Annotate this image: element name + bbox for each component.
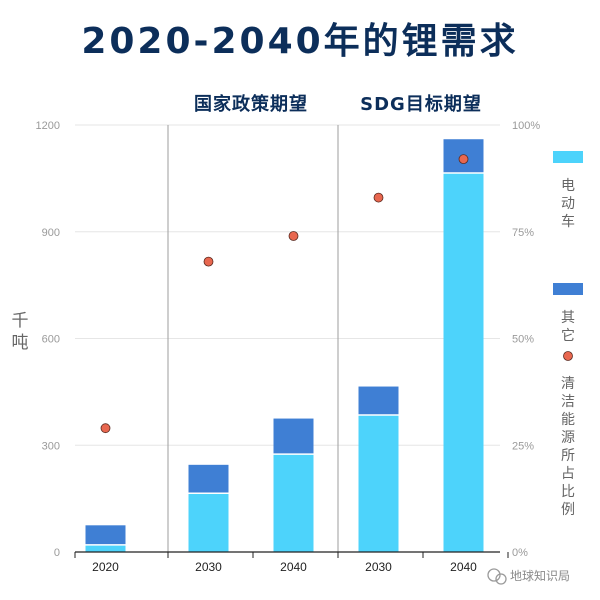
x-tick-label: 2040 <box>450 560 477 574</box>
group-label: 国家政策期望 <box>194 93 308 115</box>
watermark-text: 地球知识局 <box>510 569 570 583</box>
legend-marker-share <box>563 351 573 361</box>
legend-label-char: 清 <box>561 376 575 392</box>
bar-ev <box>188 493 229 552</box>
bar-ev <box>358 415 399 552</box>
bar-other <box>188 464 229 494</box>
share-dot <box>373 192 384 203</box>
y-axis-label: 千 <box>12 311 29 331</box>
chart-title: 2020-2040年的锂需求 <box>81 21 519 62</box>
y-tick-label: 0 <box>54 547 60 559</box>
y-tick-label: 900 <box>42 227 60 239</box>
share-dot <box>203 256 214 267</box>
group-label: SDG目标期望 <box>360 93 482 115</box>
y2-tick-label: 25% <box>512 440 534 452</box>
wechat-icon <box>487 568 501 582</box>
y-tick-label: 300 <box>42 440 60 452</box>
bar-ev <box>273 454 314 552</box>
x-tick-label: 2040 <box>280 560 307 574</box>
x-tick-label: 2020 <box>92 560 119 574</box>
watermark: 地球知识局 <box>487 568 570 585</box>
share-dot <box>288 231 299 241</box>
y-tick-label: 600 <box>42 334 60 346</box>
y-tick-label: 1200 <box>36 120 60 132</box>
legend-label-char: 例 <box>561 502 575 518</box>
legend-label-char: 动 <box>561 196 575 212</box>
x-tick-label: 2030 <box>195 560 222 574</box>
legend-label-char: 车 <box>561 213 575 230</box>
legend-swatch-other <box>553 283 583 295</box>
y2-tick-label: 100% <box>512 120 540 132</box>
share-dot <box>100 423 111 434</box>
legend-swatch-ev <box>553 151 583 163</box>
y2-tick-label: 0% <box>512 547 528 559</box>
wechat-icon <box>495 573 507 585</box>
bar-ev <box>443 173 484 552</box>
legend-label-char: 比 <box>561 484 575 500</box>
x-tick-label: 2030 <box>365 560 392 574</box>
legend-label-char: 它 <box>561 327 575 344</box>
bar-other <box>85 525 126 545</box>
y2-tick-label: 75% <box>512 227 534 239</box>
legend-label-char: 洁 <box>561 394 575 410</box>
bar-ev <box>85 544 126 552</box>
legend-label-char: 其 <box>561 310 575 326</box>
legend-label-char: 占 <box>561 466 575 482</box>
legend-label-char: 电 <box>561 178 575 194</box>
legend-label-char: 所 <box>561 448 575 464</box>
share-dot <box>458 154 469 165</box>
legend-label-char: 源 <box>561 430 575 446</box>
bar-other <box>273 418 314 455</box>
y2-tick-label: 50% <box>512 334 534 346</box>
y-axis-label: 吨 <box>12 333 29 353</box>
legend-label-char: 能 <box>561 412 575 428</box>
bar-other <box>358 386 399 416</box>
